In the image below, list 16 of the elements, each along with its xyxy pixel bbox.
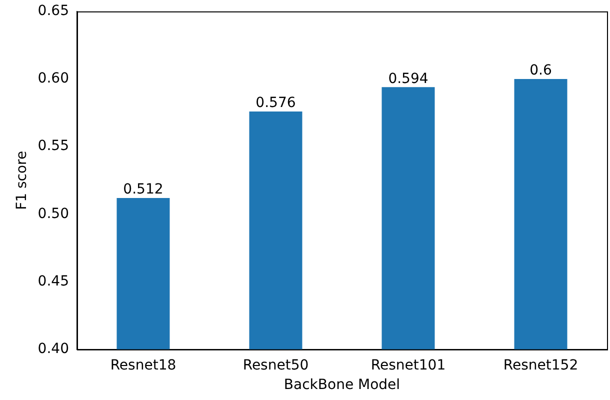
x-tick-label: Resnet50 — [242, 357, 309, 374]
x-tick-label: Resnet152 — [503, 357, 578, 374]
y-tick-label: 0.40 — [38, 341, 69, 358]
y-tick-label: 0.65 — [38, 3, 69, 20]
x-tick-label: Resnet101 — [370, 357, 446, 374]
y-tick-label: 0.55 — [38, 138, 69, 154]
y-tick-label: 0.50 — [38, 206, 69, 222]
y-tick-label: 0.45 — [38, 273, 69, 290]
x-axis-title: BackBone Model — [284, 377, 400, 394]
data-label: 0.512 — [123, 182, 164, 198]
data-label: 0.594 — [388, 70, 428, 87]
y-axis-title: F1 score — [14, 150, 30, 210]
x-tick-label: Resnet18 — [110, 357, 176, 374]
data-label: 0.6 — [530, 62, 552, 79]
y-tick-label: 0.60 — [38, 70, 69, 87]
data-label: 0.576 — [256, 95, 296, 112]
